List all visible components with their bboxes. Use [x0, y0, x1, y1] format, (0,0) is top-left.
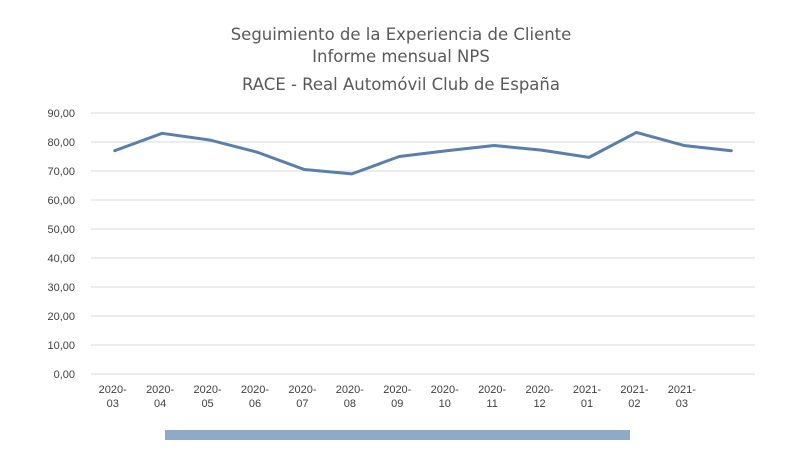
x-tick-label-line: 06 [249, 398, 261, 410]
x-tick-label-line: 2020- [146, 384, 174, 396]
x-tick-label: 2020- 03 [99, 384, 127, 410]
x-tick-label: 2020- 11 [478, 384, 506, 410]
x-tick-label-line: 2020- [241, 384, 269, 396]
x-tick-label-line: 2020- [526, 384, 554, 396]
y-tick-label: 80,00 [47, 137, 75, 149]
chart-title: Seguimiento de la Experiencia de Cliente… [231, 25, 572, 94]
x-tick-label-line: 2020- [194, 384, 222, 396]
series-group [113, 130, 733, 176]
y-tick-label: 50,00 [47, 224, 75, 236]
x-tick-label: 2020- 08 [336, 384, 364, 410]
x-tick-label-line: 03 [107, 398, 119, 410]
x-tick-label-line: 11 [486, 398, 497, 410]
series-line [113, 130, 733, 176]
x-tick-label: 2020- 06 [241, 384, 269, 410]
x-tick-label-line: 2020- [431, 384, 459, 396]
y-tick-label: 0,00 [54, 369, 75, 381]
x-tick-label: 2020- 05 [194, 384, 222, 410]
y-tick-label: 20,00 [47, 311, 75, 323]
y-axis-ticks: 0,00 10,00 20,00 30,00 40,00 50,00 60,00 70,00 8… [47, 108, 75, 381]
y-tick-label: 10,00 [47, 340, 75, 352]
chart-title-line: RACE - Real Automóvil Club de España [242, 75, 560, 94]
x-tick-label-line: 2020- [336, 384, 364, 396]
x-tick-label: 2020- 12 [526, 384, 554, 410]
chart-title-line: Informe mensual NPS [312, 47, 490, 66]
x-tick-label-line: 2021- [573, 384, 601, 396]
x-tick-label-line: 03 [676, 398, 688, 410]
x-tick-label-line: 2020- [383, 384, 411, 396]
y-tick-label: 70,00 [47, 166, 75, 178]
x-tick-label-line: 10 [439, 398, 451, 410]
x-tick-label-line: 2021- [620, 384, 648, 396]
y-tick-label: 40,00 [47, 253, 75, 265]
x-tick-label: 2020- 07 [288, 384, 316, 410]
x-tick-label: 2021- 02 [620, 384, 648, 410]
x-tick-label: 2020- 04 [146, 384, 174, 410]
x-tick-label-line: 09 [391, 398, 403, 410]
x-tick-label-line: 2020- [99, 384, 127, 396]
x-tick-label-line: 04 [154, 398, 166, 410]
x-tick-label: 2020- 09 [383, 384, 411, 410]
x-tick-label-line: 05 [201, 398, 213, 410]
x-tick-label-line: 02 [628, 398, 640, 410]
x-axis-ticks: 2020-032020-042020-052020-062020-072020-… [99, 384, 697, 410]
x-tick-label-line: 2021- [668, 384, 696, 396]
chart-scrollbar[interactable] [165, 430, 630, 440]
x-tick-label: 2021- 03 [668, 384, 696, 410]
x-tick-label-line: 12 [533, 398, 545, 410]
y-tick-label: 30,00 [47, 282, 75, 294]
x-tick-label: 2021- 01 [573, 384, 601, 410]
x-tick-label-line: 2020- [288, 384, 316, 396]
y-tick-label: 60,00 [47, 195, 75, 207]
x-tick-label-line: 2020- [478, 384, 506, 396]
y-tick-label: 90,00 [47, 108, 75, 120]
chart-title-line: Seguimiento de la Experiencia de Cliente [231, 25, 572, 44]
gridlines [91, 112, 755, 375]
x-tick-label: 2020- 10 [431, 384, 459, 410]
x-tick-label-line: 08 [344, 398, 356, 410]
x-tick-label-line: 07 [296, 398, 308, 410]
x-tick-label-line: 01 [581, 398, 593, 410]
